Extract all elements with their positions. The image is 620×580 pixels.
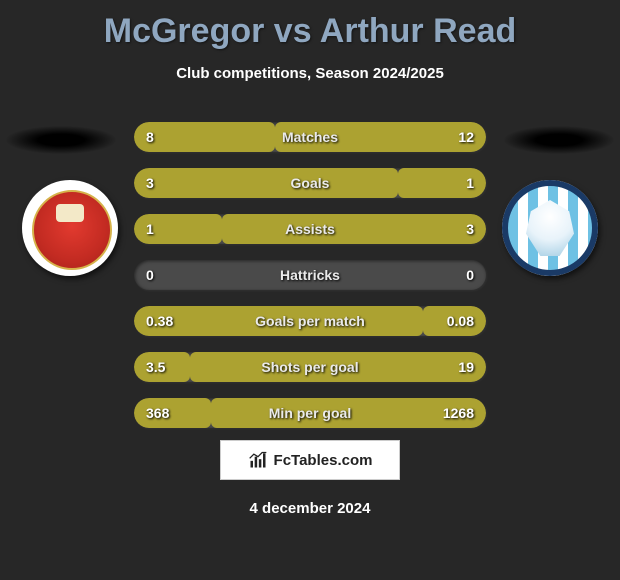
brand-box[interactable]: FcTables.com (220, 440, 400, 480)
stat-row: 3.519Shots per goal (134, 352, 486, 382)
stat-row: 812Matches (134, 122, 486, 152)
left-player-column (0, 98, 120, 438)
chart-icon (248, 450, 268, 470)
swindon-town-crest (22, 180, 118, 276)
stat-row: 3681268Min per goal (134, 398, 486, 428)
stat-label: Assists (134, 214, 486, 244)
brand-text: FcTables.com (274, 452, 373, 469)
date-text: 4 december 2024 (0, 500, 620, 517)
page-title: McGregor vs Arthur Read (0, 0, 620, 51)
comparison-arena: 812Matches 31Goals 13Assists 00Hattricks 0.3… (0, 98, 620, 478)
stat-row: 31Goals (134, 168, 486, 198)
stat-label: Min per goal (134, 398, 486, 428)
subtitle: Club competitions, Season 2024/2025 (0, 65, 620, 82)
stat-label: Matches (134, 122, 486, 152)
stat-label: Goals per match (134, 306, 486, 336)
stat-row: 0.380.08Goals per match (134, 306, 486, 336)
colchester-united-crest (502, 180, 598, 276)
stat-row: 00Hattricks (134, 260, 486, 290)
player-shadow (6, 126, 116, 154)
stat-label: Goals (134, 168, 486, 198)
stat-row: 13Assists (134, 214, 486, 244)
stat-label: Shots per goal (134, 352, 486, 382)
stat-label: Hattricks (134, 260, 486, 290)
stats-bars: 812Matches 31Goals 13Assists 00Hattricks 0.3… (134, 122, 486, 444)
right-player-column (500, 98, 620, 438)
player-shadow (504, 126, 614, 154)
